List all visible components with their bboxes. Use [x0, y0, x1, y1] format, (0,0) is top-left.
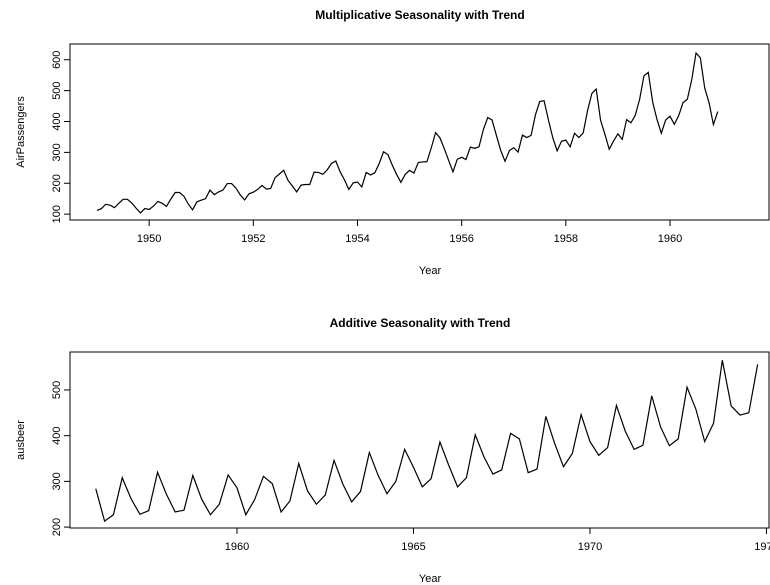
x-tick-label: 1975: [754, 541, 770, 553]
y-axis-label: ausbeer: [15, 420, 27, 460]
x-tick-label: 1960: [225, 541, 249, 553]
x-tick-label: 1970: [578, 541, 602, 553]
x-axis-label: Year: [419, 265, 442, 277]
y-tick-label: 200: [51, 518, 63, 536]
chart-title: Multiplicative Seasonality with Trend: [315, 8, 524, 22]
x-axis-label: Year: [419, 573, 442, 585]
y-tick-label: 500: [51, 381, 63, 399]
y-tick-label: 400: [51, 112, 63, 130]
y-tick-label: 500: [51, 81, 63, 99]
x-tick-label: 1956: [449, 233, 473, 245]
y-tick-label: 600: [51, 51, 63, 69]
plot-frame: [69, 43, 770, 221]
plot-frame: [69, 351, 770, 529]
series-line: [96, 51, 719, 214]
y-tick-label: 200: [51, 174, 63, 192]
x-tick-label: 1954: [345, 233, 369, 245]
y-tick-label: 400: [51, 426, 63, 444]
x-tick-label: 1965: [401, 541, 425, 553]
x-tick-label: 1952: [241, 233, 265, 245]
x-tick-label: 1950: [137, 233, 161, 245]
y-tick-label: 100: [51, 205, 63, 223]
chart-title: Additive Seasonality with Trend: [330, 316, 511, 330]
y-tick-label: 300: [51, 472, 63, 490]
y-axis-label: AirPassengers: [15, 96, 27, 168]
x-tick-label: 1960: [658, 233, 682, 245]
x-tick-label: 1958: [554, 233, 578, 245]
y-tick-label: 300: [51, 143, 63, 161]
series-line: [95, 360, 759, 523]
